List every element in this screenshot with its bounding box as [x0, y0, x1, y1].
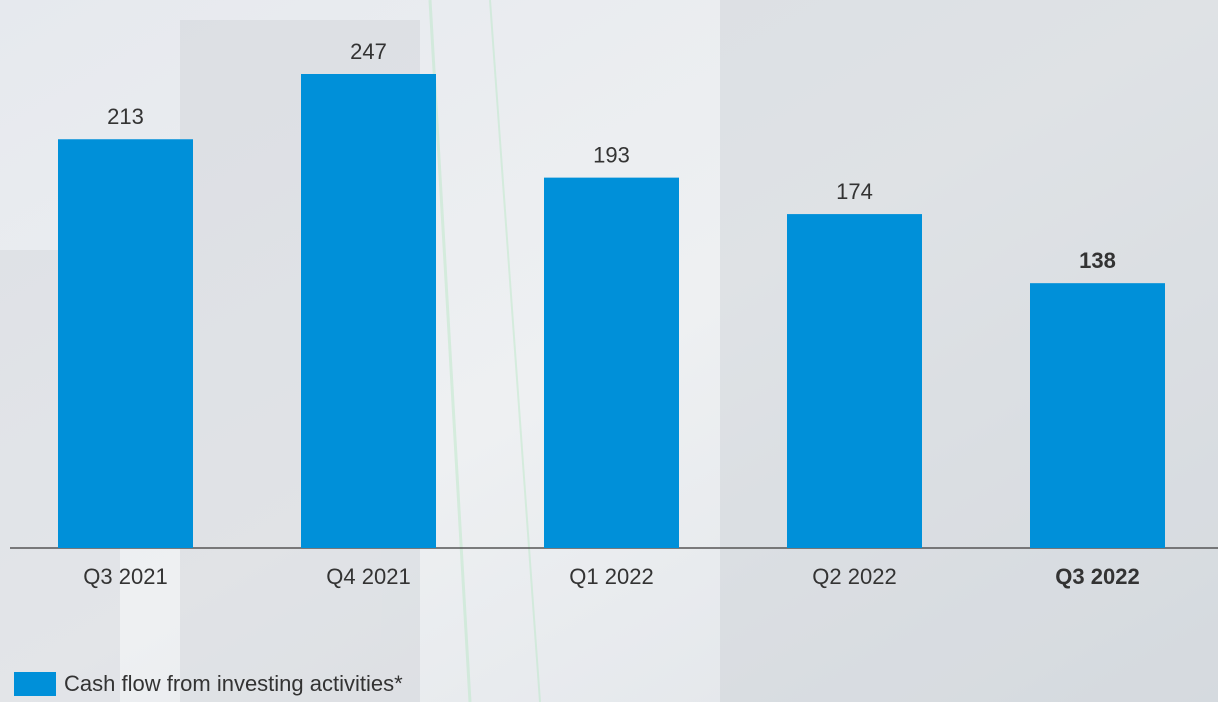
x-tick-label: Q3 2021: [83, 564, 167, 589]
bar: [301, 74, 436, 548]
x-tick-label: Q1 2022: [569, 564, 653, 589]
value-label: 138: [1079, 248, 1116, 273]
x-tick-label: Q2 2022: [812, 564, 896, 589]
bar: [544, 177, 679, 548]
bar: [58, 139, 193, 549]
legend-swatch: [14, 672, 56, 696]
value-label: 174: [836, 179, 873, 204]
bar: [1030, 283, 1165, 548]
x-tick-label: Q4 2021: [326, 564, 410, 589]
legend-label: Cash flow from investing activities*: [64, 671, 403, 696]
bar: [787, 214, 922, 549]
value-label: 213: [107, 104, 144, 129]
x-tick-label: Q3 2022: [1055, 564, 1139, 589]
value-label: 193: [593, 142, 630, 167]
value-label: 247: [350, 39, 387, 64]
